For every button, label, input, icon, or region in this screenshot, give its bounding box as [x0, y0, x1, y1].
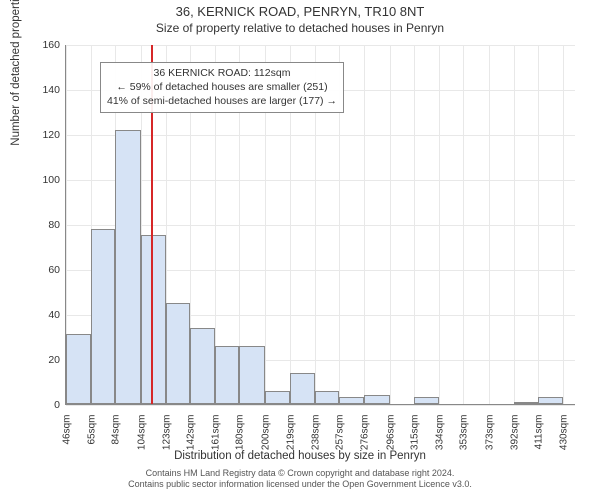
- gridline-v: [563, 45, 564, 404]
- x-tick-label: 46sqm: [62, 415, 73, 465]
- histogram-bar: [166, 303, 191, 404]
- y-tick-label: 20: [30, 354, 60, 366]
- gridline-v: [390, 45, 391, 404]
- y-tick-label: 160: [30, 39, 60, 51]
- y-tick-label: 120: [30, 129, 60, 141]
- histogram-bar: [141, 235, 166, 404]
- footer-line1: Contains HM Land Registry data © Crown c…: [0, 468, 600, 479]
- gridline-v: [489, 45, 490, 404]
- gridline-h: [66, 225, 575, 226]
- x-tick-label: 219sqm: [285, 415, 296, 465]
- gridline-v: [538, 45, 539, 404]
- y-tick-label: 40: [30, 309, 60, 321]
- histogram-bar: [315, 391, 340, 405]
- histogram-bar: [538, 397, 563, 404]
- histogram-bar: [364, 395, 390, 404]
- y-tick-label: 0: [30, 399, 60, 411]
- y-tick-label: 100: [30, 174, 60, 186]
- x-tick-label: 411sqm: [534, 415, 545, 465]
- y-tick-label: 80: [30, 219, 60, 231]
- x-tick-label: 353sqm: [459, 415, 470, 465]
- gridline-v: [514, 45, 515, 404]
- x-tick-label: 373sqm: [485, 415, 496, 465]
- x-tick-label: 65sqm: [86, 415, 97, 465]
- histogram-bar: [190, 328, 215, 405]
- page-title: 36, KERNICK ROAD, PENRYN, TR10 8NT: [0, 0, 600, 19]
- x-tick-label: 180sqm: [235, 415, 246, 465]
- y-tick-label: 140: [30, 84, 60, 96]
- footer-line2: Contains public sector information licen…: [0, 479, 600, 490]
- annotation-line1: 36 KERNICK ROAD: 112sqm: [107, 66, 337, 80]
- y-tick-label: 60: [30, 264, 60, 276]
- gridline-h: [66, 45, 575, 46]
- annotation-box: 36 KERNICK ROAD: 112sqm ← 59% of detache…: [100, 62, 344, 113]
- histogram-bar: [239, 346, 265, 405]
- x-tick-label: 392sqm: [509, 415, 520, 465]
- annotation-line2: ← 59% of detached houses are smaller (25…: [107, 80, 337, 94]
- gridline-h: [66, 135, 575, 136]
- gridline-h: [66, 180, 575, 181]
- x-tick-label: 161sqm: [210, 415, 221, 465]
- x-tick-label: 200sqm: [261, 415, 272, 465]
- histogram-bar: [290, 373, 315, 405]
- gridline-v: [414, 45, 415, 404]
- x-tick-label: 238sqm: [310, 415, 321, 465]
- page-subtitle: Size of property relative to detached ho…: [0, 19, 600, 35]
- x-tick-label: 430sqm: [559, 415, 570, 465]
- chart-container: 36, KERNICK ROAD, PENRYN, TR10 8NT Size …: [0, 0, 600, 500]
- histogram-bar: [265, 391, 290, 405]
- histogram-bar: [414, 397, 439, 404]
- footer-text: Contains HM Land Registry data © Crown c…: [0, 468, 600, 491]
- histogram-bar: [514, 402, 539, 404]
- histogram-bar: [91, 229, 116, 405]
- annotation-line3: 41% of semi-detached houses are larger (…: [107, 94, 337, 108]
- gridline-h: [66, 405, 575, 406]
- histogram-bar: [66, 334, 91, 404]
- x-tick-label: 84sqm: [111, 415, 122, 465]
- gridline-v: [439, 45, 440, 404]
- gridline-v: [463, 45, 464, 404]
- x-tick-label: 104sqm: [137, 415, 148, 465]
- x-tick-label: 142sqm: [186, 415, 197, 465]
- x-tick-label: 315sqm: [410, 415, 421, 465]
- x-tick-label: 123sqm: [161, 415, 172, 465]
- plot-area: 36 KERNICK ROAD: 112sqm ← 59% of detache…: [65, 45, 575, 405]
- histogram-bar: [339, 397, 364, 404]
- x-tick-label: 276sqm: [359, 415, 370, 465]
- x-tick-label: 296sqm: [385, 415, 396, 465]
- histogram-bar: [215, 346, 240, 405]
- gridline-v: [364, 45, 365, 404]
- y-axis-label: Number of detached properties: [10, 0, 22, 146]
- x-tick-label: 334sqm: [434, 415, 445, 465]
- histogram-bar: [115, 130, 141, 405]
- x-tick-label: 257sqm: [335, 415, 346, 465]
